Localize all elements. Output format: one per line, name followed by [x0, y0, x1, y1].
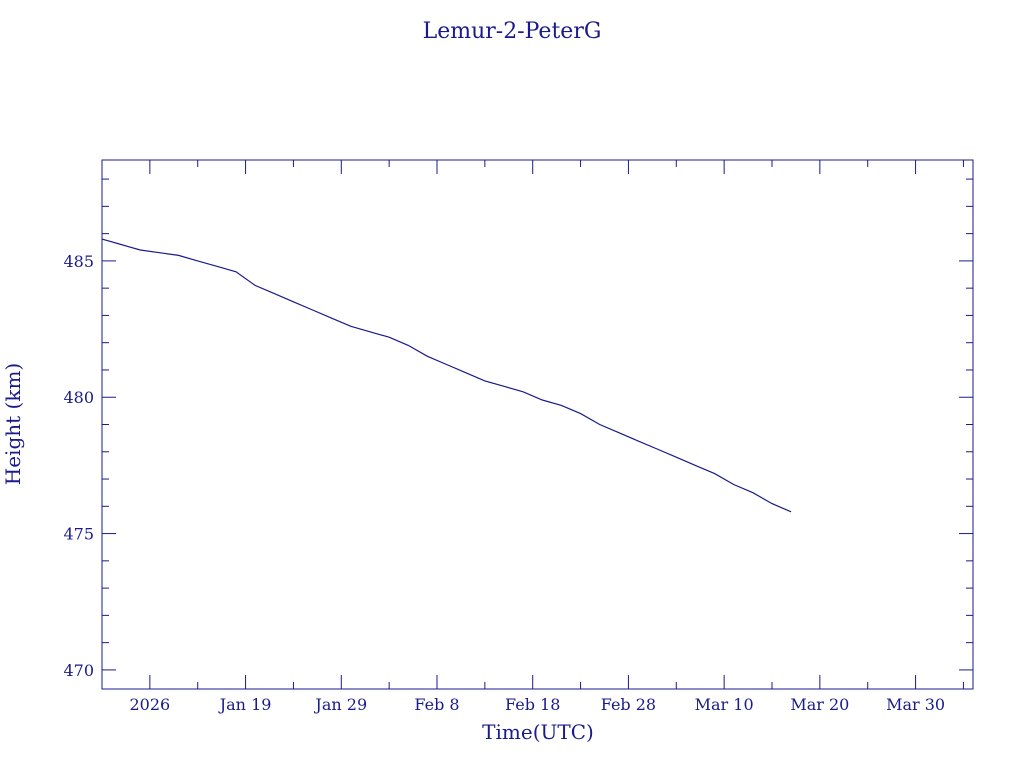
x-tick-label: Feb 28 — [601, 695, 656, 714]
x-tick-label: Jan 19 — [218, 695, 272, 714]
series-line — [101, 238, 792, 513]
x-tick-label: Feb 8 — [414, 695, 459, 714]
x-tick-label: Feb 18 — [505, 695, 560, 714]
series-layer — [101, 238, 792, 513]
y-axis-ticks: 470 475 480 485 — [63, 178, 973, 680]
x-tick-label: Jan 29 — [313, 695, 367, 714]
y-tick-label: 475 — [63, 525, 94, 544]
y-axis-label: Height (km) — [1, 363, 25, 485]
x-axis-label: Time(UTC) — [482, 720, 594, 744]
x-tick-label: Mar 10 — [695, 695, 754, 714]
y-tick-label: 480 — [63, 388, 94, 407]
y-tick-label: 470 — [63, 661, 94, 680]
x-tick-label: 2026 — [129, 695, 170, 714]
chart-title: Lemur-2-PeterG — [423, 19, 602, 44]
x-axis-ticks: 2026 Jan 19 Jan 29 Feb 8 Feb 18 Feb 28 Mar 10 M… — [101, 160, 964, 714]
plot-frame — [101, 159, 974, 690]
y-tick-label: 485 — [63, 252, 94, 271]
x-tick-label: Mar 20 — [790, 695, 849, 714]
x-tick-label: Mar 30 — [886, 695, 945, 714]
